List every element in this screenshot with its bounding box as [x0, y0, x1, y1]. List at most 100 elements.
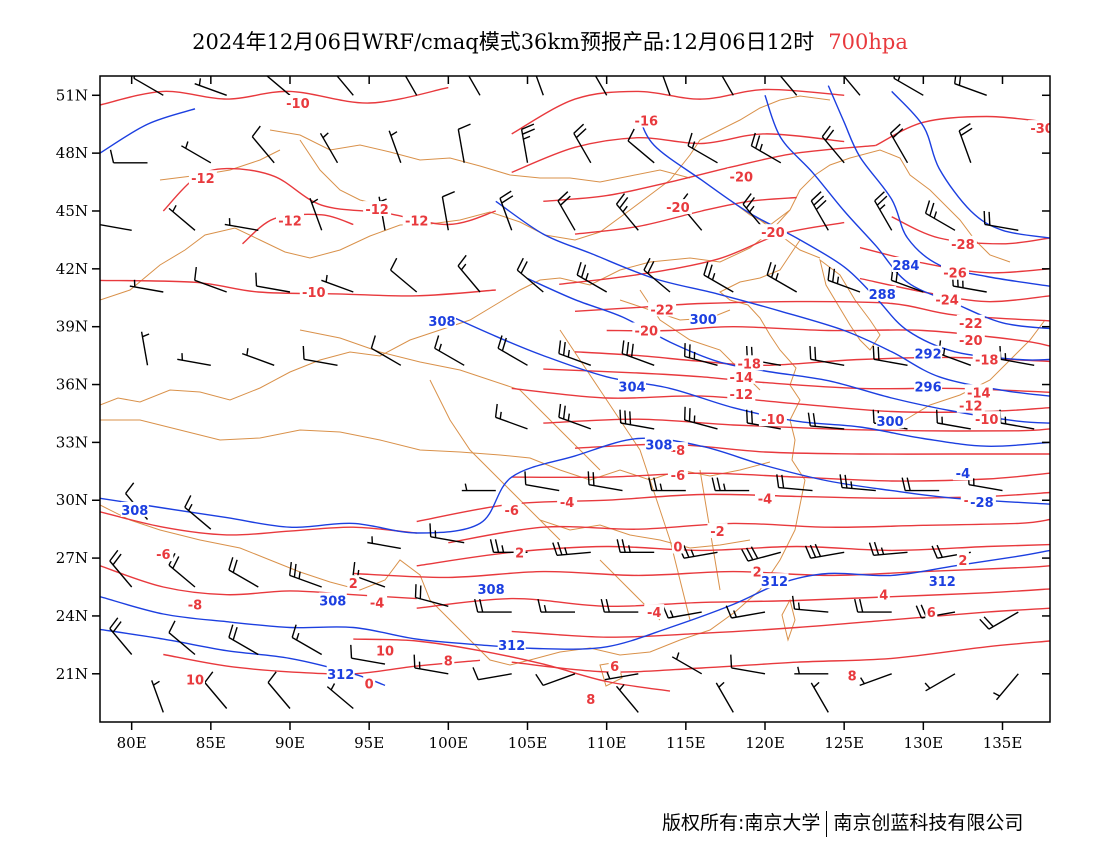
china-north-border [100, 95, 831, 301]
lat-tick-label: 27N [56, 549, 88, 567]
temperature-label-bg [751, 563, 764, 579]
wind-barb [725, 605, 766, 619]
temperature-label: 10 [376, 645, 394, 660]
geopotential-label: 284 [892, 259, 919, 274]
temperature-label: -18 [975, 354, 999, 369]
temperature-label-bg [925, 604, 938, 620]
geopotential-label: 296 [915, 381, 942, 396]
temperature-label-bg [648, 301, 677, 317]
japan-outline [904, 319, 1046, 421]
wind-barb [616, 539, 655, 553]
temperature-label-bg [727, 386, 756, 402]
geopotential-label-bg [326, 665, 355, 681]
wind-barb [557, 191, 576, 231]
longitude-axis: 80E 85E 90E 95E 100E 105E 110E 115E 120E 125E 130E… [117, 76, 1022, 752]
wind-barb [266, 76, 291, 96]
temperature-label-bg [632, 322, 661, 338]
wind-barb [558, 403, 592, 430]
temperature-label: 6 [610, 660, 619, 675]
temperature-label-bg [671, 538, 684, 554]
geopotential-label: 304 [618, 381, 645, 396]
geopotential-label: 312 [327, 668, 354, 683]
wind-barb [535, 673, 576, 687]
wind-barb [535, 76, 544, 96]
temperature-label-bg [188, 170, 217, 186]
temperature-label-bg [956, 397, 985, 413]
wind-barb [404, 76, 418, 96]
temperature-label-bg [644, 604, 665, 620]
temperature-label: -4 [560, 496, 574, 511]
lon-tick-label: 85E [196, 734, 226, 752]
temperature-label: 2 [349, 577, 358, 592]
geopotential-label: -28 [970, 496, 994, 511]
wind-barb [889, 123, 909, 164]
wind-barb [228, 624, 259, 656]
temperature-label-bg [735, 355, 764, 371]
wind-barb [936, 409, 971, 430]
wind-barb [854, 598, 892, 613]
wind-barb [615, 684, 639, 713]
wind-barb [461, 483, 496, 492]
temperature-isotherm [100, 86, 449, 106]
temperature-label-bg [941, 264, 969, 280]
temperature-label: -4 [370, 596, 384, 611]
geopotential-label: 292 [915, 348, 942, 363]
lon-tick-label: 80E [117, 734, 147, 752]
temperature-isotherm [353, 638, 671, 692]
wind-barb [524, 471, 560, 492]
wind-barb [643, 257, 671, 293]
latitude-axis: 21N 24N 27N 30N 33N 36N 39N 42N 45N 48N 51N [56, 86, 1050, 683]
province-line-4 [539, 519, 751, 549]
temperature-label: -22 [650, 303, 674, 318]
geopotential-label-bg [618, 378, 646, 394]
temperature-label-bg [758, 224, 787, 240]
lon-tick-label: 105E [508, 734, 548, 752]
coastline-east [719, 239, 806, 481]
wind-barb [648, 477, 686, 492]
temperature-label: -30 [1030, 122, 1054, 137]
geopotential-label-bg [760, 573, 789, 589]
wind-barb [537, 598, 575, 613]
temperature-label: -4 [647, 606, 661, 621]
temperature-label: 6 [927, 606, 936, 621]
title-text: 2024年12月06日WRF/cmaq模式36km预报产品:12月06日12时 [192, 30, 815, 54]
temperature-label-bg [363, 675, 376, 691]
temperature-label: -14 [730, 371, 754, 386]
geopotential-label-bg [428, 312, 456, 328]
wind-barb [100, 224, 132, 231]
temperature-labels: -10-12-12-12-12-10-16-20-20-20-22-20-18-… [153, 95, 1054, 708]
geopotential-label-bg [689, 311, 718, 326]
wind-barb [859, 673, 892, 687]
temperature-label-bg [933, 291, 962, 307]
wind-barb [389, 257, 418, 293]
plot-frame [99, 75, 1051, 723]
geopotential-label-bg [477, 580, 506, 596]
temperature-isotherm [543, 368, 1050, 393]
geopotential-contour [891, 90, 1050, 239]
wind-barb [687, 132, 718, 164]
lat-tick-label: 30N [56, 491, 88, 509]
temperature-label-bg [283, 95, 312, 110]
geopotential-label-bg [967, 494, 996, 510]
lon-tick-label: 90E [275, 734, 305, 752]
wind-barb [868, 541, 908, 556]
wind-barb [573, 123, 592, 164]
wind-barb [874, 191, 893, 231]
temperature-label: 0 [365, 677, 374, 692]
lat-tick-label: 42N [56, 260, 88, 278]
temperature-label-bg [608, 658, 621, 674]
geopotential-label-bg [120, 501, 149, 517]
tibet-plateau [100, 419, 561, 471]
wind-barb [472, 667, 512, 681]
temperature-label-bg [367, 594, 388, 610]
wind-barb [684, 343, 718, 366]
temperature-isotherm [511, 607, 1050, 638]
geopotential-label: 308 [645, 438, 672, 453]
wind-barb [177, 353, 211, 366]
wind-barb [662, 76, 671, 96]
geopotential-label-bg [914, 345, 943, 361]
temperature-isotherm [511, 640, 1050, 673]
wind-barb [326, 683, 354, 710]
geopotential-label-bg [318, 592, 347, 608]
wind-barb [140, 331, 150, 366]
